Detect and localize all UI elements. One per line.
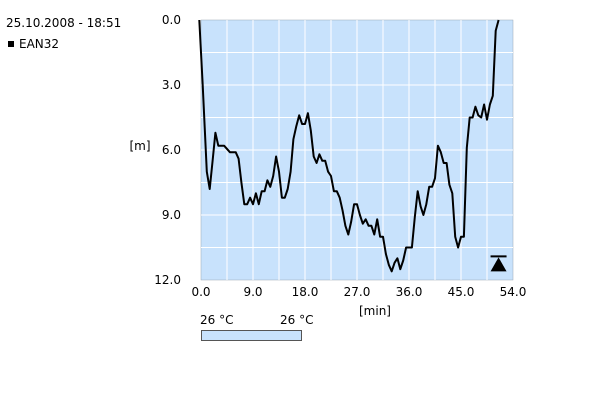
x-tick-label: 45.0 xyxy=(448,285,475,299)
y-tick-label: 9.0 xyxy=(162,208,181,222)
temp-label-right: 26 °C xyxy=(280,313,314,327)
y-axis-label: [m] xyxy=(129,139,150,153)
y-tick-label: 6.0 xyxy=(162,143,181,157)
y-tick-label: 12.0 xyxy=(154,273,181,287)
y-axis-ticks: 0.0 3.0 6.0 9.0 12.0 xyxy=(154,13,181,287)
x-tick-label: 36.0 xyxy=(396,285,423,299)
x-tick-label: 54.0 xyxy=(500,285,527,299)
x-axis-label: [min] xyxy=(359,304,391,318)
ascent-marker xyxy=(490,255,507,272)
grid-lines xyxy=(201,20,513,280)
series-line-ean32 xyxy=(198,19,500,273)
temp-label-left: 26 °C xyxy=(200,313,234,327)
dive-timestamp: 25.10.2008 - 18:51 xyxy=(6,16,122,30)
x-tick-label: 18.0 xyxy=(292,285,319,299)
temperature-bar xyxy=(201,330,302,341)
y-tick-label: 3.0 xyxy=(162,78,181,92)
x-axis-ticks: 0.0 9.0 18.0 27.0 36.0 45.0 54.0 xyxy=(191,285,526,299)
x-tick-label: 9.0 xyxy=(243,285,262,299)
y-tick-label: 0.0 xyxy=(162,13,181,27)
legend-swatch xyxy=(8,41,14,47)
x-tick-label: 0.0 xyxy=(191,285,210,299)
legend: EAN32 xyxy=(8,37,59,51)
legend-label: EAN32 xyxy=(19,37,60,51)
x-tick-label: 27.0 xyxy=(344,285,371,299)
marker-triangle xyxy=(490,257,507,272)
